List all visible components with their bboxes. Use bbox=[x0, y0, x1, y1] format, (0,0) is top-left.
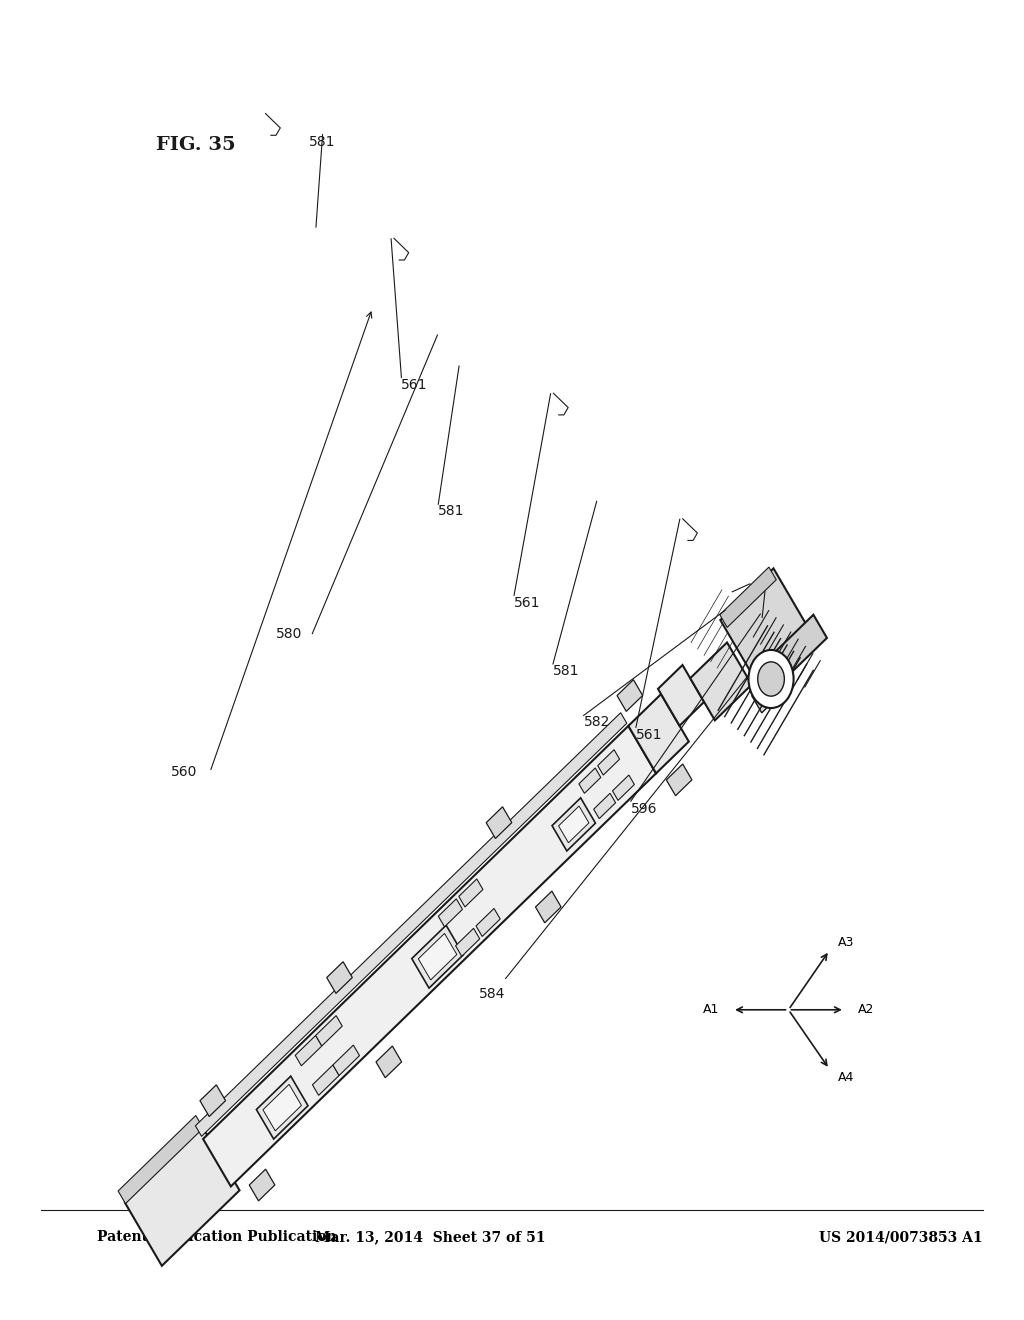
Polygon shape bbox=[552, 797, 595, 851]
Circle shape bbox=[758, 661, 784, 696]
Text: FIG. 35: FIG. 35 bbox=[156, 136, 236, 154]
Polygon shape bbox=[412, 925, 464, 989]
Polygon shape bbox=[249, 1170, 274, 1201]
Text: A1: A1 bbox=[702, 1003, 719, 1016]
Polygon shape bbox=[327, 962, 352, 994]
Polygon shape bbox=[376, 1045, 401, 1077]
Text: 561: 561 bbox=[514, 597, 541, 610]
Text: 561: 561 bbox=[636, 729, 663, 742]
Polygon shape bbox=[118, 1115, 203, 1204]
Polygon shape bbox=[459, 879, 483, 907]
Text: 584: 584 bbox=[479, 987, 506, 1001]
Polygon shape bbox=[612, 775, 635, 800]
Text: 580: 580 bbox=[275, 627, 302, 640]
Text: Patent Application Publication: Patent Application Publication bbox=[97, 1230, 337, 1245]
Polygon shape bbox=[438, 899, 463, 927]
Text: 560: 560 bbox=[171, 766, 198, 779]
Polygon shape bbox=[256, 1076, 308, 1139]
Polygon shape bbox=[667, 764, 692, 796]
Text: Mar. 13, 2014  Sheet 37 of 51: Mar. 13, 2014 Sheet 37 of 51 bbox=[314, 1230, 546, 1245]
Polygon shape bbox=[263, 1084, 301, 1131]
Polygon shape bbox=[752, 681, 776, 713]
Text: A2: A2 bbox=[858, 1003, 874, 1016]
Polygon shape bbox=[720, 569, 807, 678]
Polygon shape bbox=[617, 680, 643, 711]
Polygon shape bbox=[196, 713, 627, 1137]
Polygon shape bbox=[486, 807, 512, 838]
Text: A4: A4 bbox=[838, 1071, 854, 1084]
Polygon shape bbox=[579, 768, 601, 793]
Text: 581: 581 bbox=[309, 135, 336, 149]
Polygon shape bbox=[558, 807, 589, 842]
Polygon shape bbox=[629, 694, 689, 774]
Polygon shape bbox=[598, 750, 620, 775]
Polygon shape bbox=[536, 891, 561, 923]
Polygon shape bbox=[295, 1035, 322, 1065]
Polygon shape bbox=[125, 1127, 240, 1266]
Text: 581: 581 bbox=[438, 504, 465, 517]
Text: 561: 561 bbox=[401, 379, 428, 392]
Polygon shape bbox=[476, 908, 500, 936]
Polygon shape bbox=[658, 665, 705, 726]
Text: A3: A3 bbox=[838, 936, 854, 949]
Polygon shape bbox=[419, 933, 457, 979]
Polygon shape bbox=[690, 643, 752, 721]
Polygon shape bbox=[312, 1065, 339, 1096]
Polygon shape bbox=[456, 928, 479, 956]
Polygon shape bbox=[200, 1085, 225, 1117]
Polygon shape bbox=[594, 793, 615, 818]
Polygon shape bbox=[748, 615, 827, 701]
Polygon shape bbox=[720, 568, 776, 627]
Text: 581: 581 bbox=[553, 664, 580, 677]
Circle shape bbox=[749, 649, 794, 708]
Polygon shape bbox=[315, 1015, 342, 1045]
Text: 582: 582 bbox=[584, 715, 610, 729]
Polygon shape bbox=[333, 1045, 359, 1076]
Text: 596: 596 bbox=[631, 803, 657, 816]
Text: US 2014/0073853 A1: US 2014/0073853 A1 bbox=[819, 1230, 983, 1245]
Polygon shape bbox=[203, 726, 656, 1187]
